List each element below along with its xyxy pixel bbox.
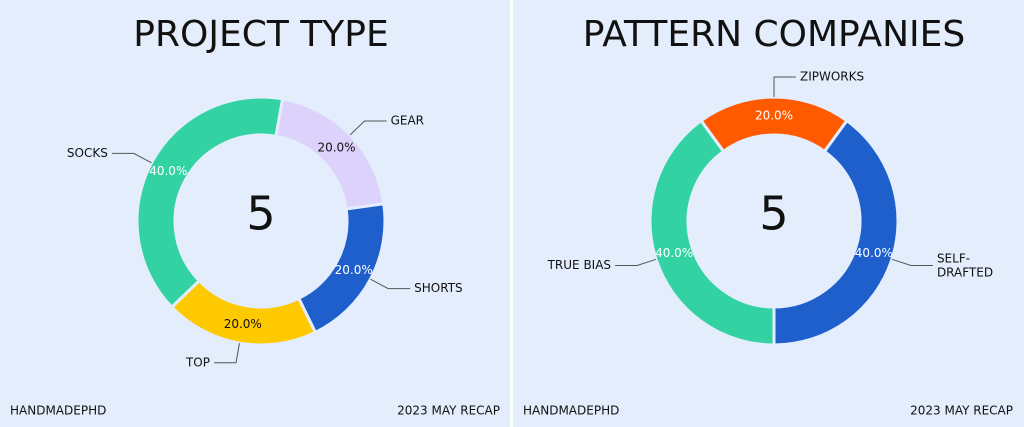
donut-segment bbox=[772, 118, 900, 347]
leader-line bbox=[773, 76, 796, 97]
donut-segment bbox=[135, 95, 285, 310]
value-label: 20.0% bbox=[755, 109, 793, 123]
category-label: TRUE BIAS bbox=[547, 258, 611, 272]
value-label: 20.0% bbox=[335, 263, 373, 277]
donut-segment bbox=[648, 118, 776, 347]
value-label: 40.0% bbox=[149, 164, 187, 178]
value-label: 20.0% bbox=[317, 141, 355, 155]
value-label: 40.0% bbox=[855, 246, 893, 260]
panel bbox=[0, 0, 510, 427]
category-label: SHORTS bbox=[414, 281, 463, 295]
leader-line bbox=[213, 343, 240, 364]
leader-line bbox=[370, 278, 411, 290]
category-label: ZIPWORKS bbox=[800, 70, 864, 84]
chart-title: PATTERN COMPANIES bbox=[583, 14, 965, 55]
footer-left: HANDMADEPHD bbox=[10, 404, 106, 418]
footer-left: HANDMADEPHD bbox=[523, 404, 619, 418]
value-label: 20.0% bbox=[224, 317, 262, 331]
leader-line bbox=[615, 258, 657, 266]
leader-line bbox=[349, 120, 387, 136]
chart-title: PROJECT TYPE bbox=[133, 14, 388, 55]
footer-right: 2023 MAY RECAP bbox=[397, 404, 500, 418]
value-label: 40.0% bbox=[655, 246, 693, 260]
category-label: GEAR bbox=[391, 113, 424, 127]
category-label: TOP bbox=[185, 355, 210, 369]
category-label: SOCKS bbox=[67, 146, 108, 160]
category-label: SELF-DRAFTED bbox=[937, 251, 993, 279]
panel bbox=[513, 0, 1024, 427]
leader-line bbox=[891, 258, 933, 266]
leader-line bbox=[111, 152, 152, 164]
center-total: 5 bbox=[246, 187, 275, 241]
footer-right: 2023 MAY RECAP bbox=[910, 404, 1013, 418]
center-total: 5 bbox=[759, 187, 788, 241]
